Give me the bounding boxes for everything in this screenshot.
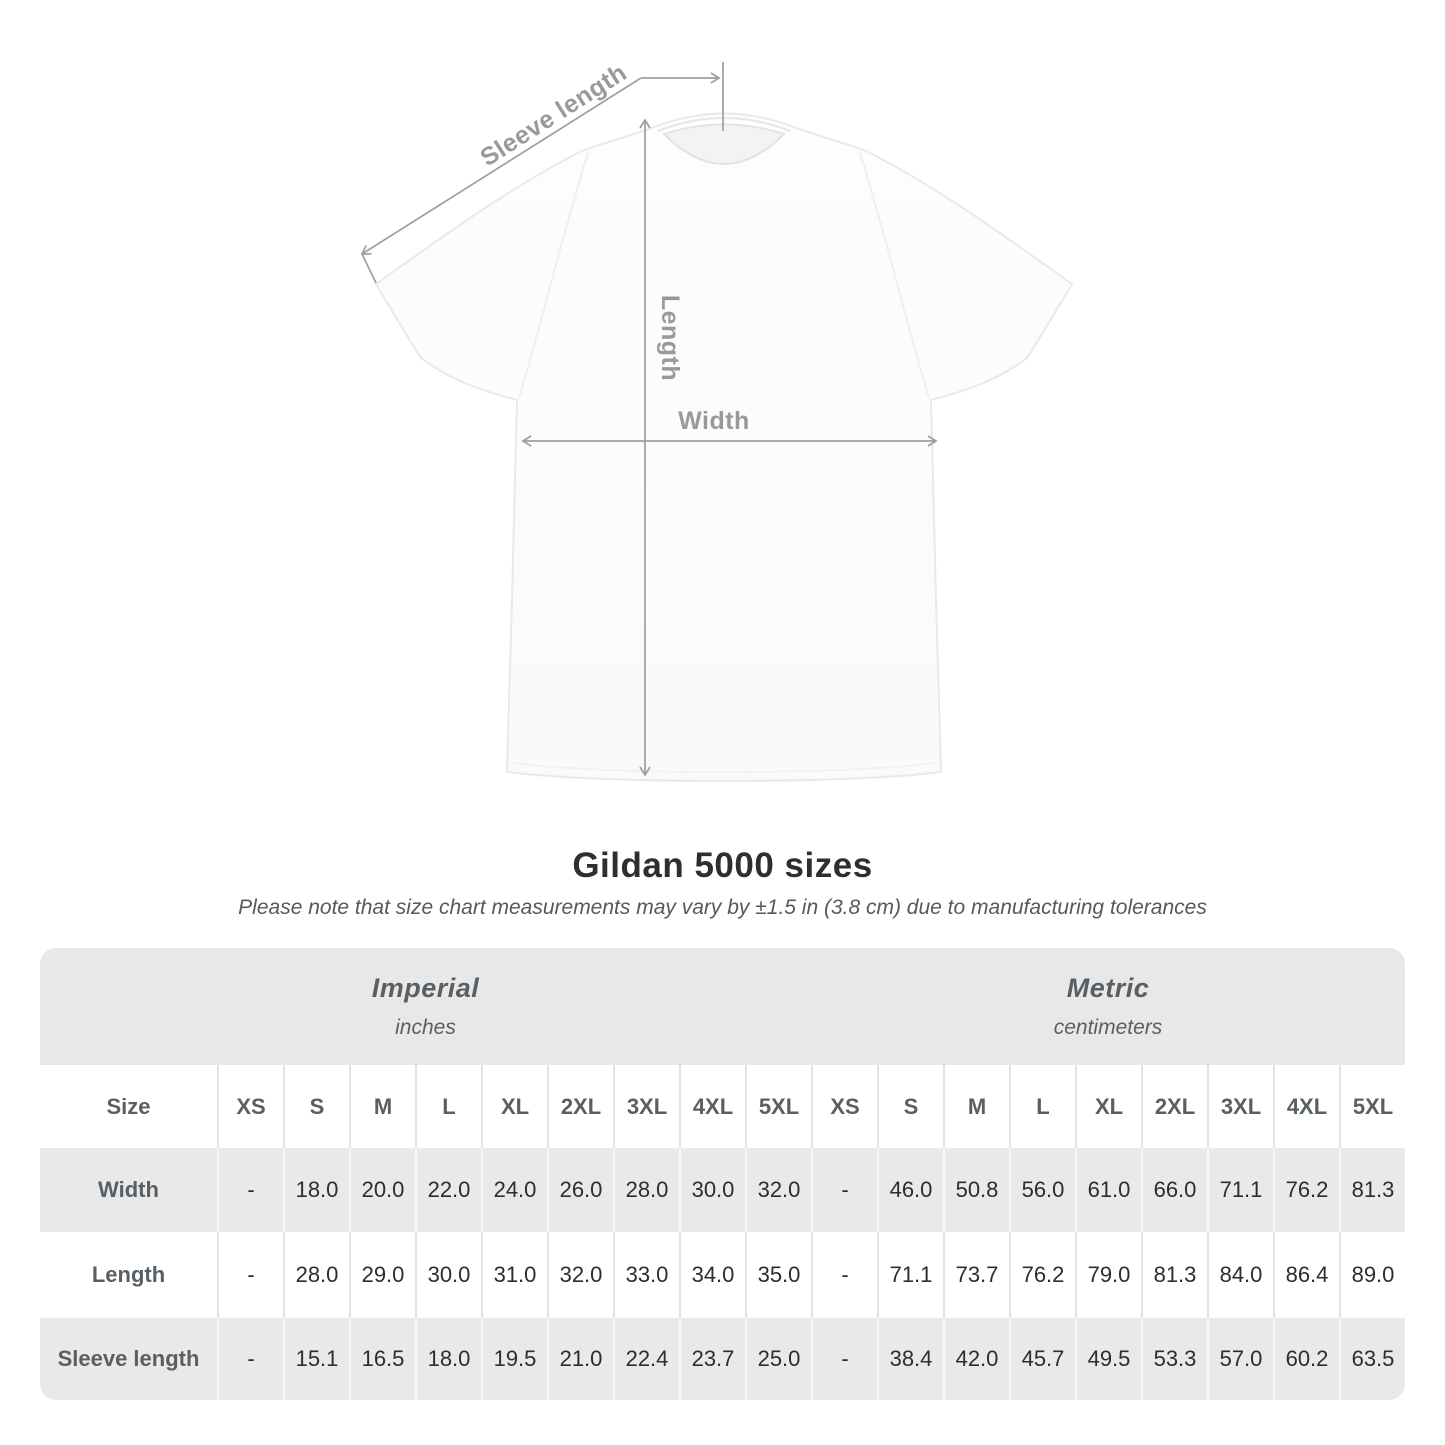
value-cell: 35.0 (745, 1232, 811, 1318)
metric-section-header: Metric centimeters (811, 948, 1405, 1065)
value-cell: 33.0 (613, 1232, 679, 1318)
value-cell: 56.0 (1009, 1148, 1075, 1232)
size-header-cell: Size (40, 1065, 217, 1148)
value-cell: 45.7 (1009, 1318, 1075, 1400)
value-cell: 57.0 (1207, 1318, 1273, 1400)
value-cell: 71.1 (1207, 1148, 1273, 1232)
tolerance-note: Please note that size chart measurements… (238, 896, 1207, 919)
value-cell: 30.0 (415, 1232, 481, 1318)
col-header-cell: M (349, 1065, 415, 1148)
col-header-cell: 4XL (679, 1065, 745, 1148)
sleeve-length-arrow-diagonal (360, 77, 642, 255)
value-cell: 81.3 (1339, 1148, 1405, 1232)
sleeve-length-arrow-overshoot (361, 253, 377, 284)
left-sleeve-seam (518, 152, 589, 399)
inches-label: inches (395, 1016, 456, 1039)
col-header-cell: XS (217, 1065, 283, 1148)
value-cell: 73.7 (943, 1232, 1009, 1318)
length-label: Length (656, 295, 684, 381)
value-cell: 89.0 (1339, 1232, 1405, 1318)
value-cell: - (811, 1148, 877, 1232)
value-cell: 60.2 (1273, 1318, 1339, 1400)
value-cell: 23.7 (679, 1318, 745, 1400)
col-header-cell: 4XL (1273, 1065, 1339, 1148)
metric-label: Metric (1066, 973, 1150, 1003)
value-cell: 15.1 (283, 1318, 349, 1400)
col-header-cell: 5XL (1339, 1065, 1405, 1148)
value-cell: 21.0 (547, 1318, 613, 1400)
value-cell: 26.0 (547, 1148, 613, 1232)
value-cell: 46.0 (877, 1148, 943, 1232)
col-header-cell: M (943, 1065, 1009, 1148)
col-header-cell: S (283, 1065, 349, 1148)
value-cell: 81.3 (1141, 1232, 1207, 1318)
value-cell: 53.3 (1141, 1318, 1207, 1400)
size-table: Imperial inches Metric centimeters Size … (40, 948, 1405, 1400)
value-cell: 19.5 (481, 1318, 547, 1400)
value-cell: 66.0 (1141, 1148, 1207, 1232)
value-cell: 28.0 (283, 1232, 349, 1318)
value-cell: 76.2 (1009, 1232, 1075, 1318)
value-cell: 28.0 (613, 1148, 679, 1232)
value-cell: 71.1 (877, 1232, 943, 1318)
value-cell: 31.0 (481, 1232, 547, 1318)
col-header-cell: S (877, 1065, 943, 1148)
value-cell: 63.5 (1339, 1318, 1405, 1400)
col-header-cell: L (415, 1065, 481, 1148)
col-header-cell: 5XL (745, 1065, 811, 1148)
centimeters-label: centimeters (1053, 1016, 1163, 1039)
value-cell: 79.0 (1075, 1232, 1141, 1318)
value-cell: 18.0 (283, 1148, 349, 1232)
hem-stitch (513, 762, 935, 773)
col-header-cell: XL (481, 1065, 547, 1148)
value-cell: 50.8 (943, 1148, 1009, 1232)
value-cell: 42.0 (943, 1318, 1009, 1400)
value-cell: - (217, 1318, 283, 1400)
value-cell: 84.0 (1207, 1232, 1273, 1318)
neck-opening (662, 123, 786, 165)
right-sleeve-seam (859, 152, 930, 399)
col-header-cell: 2XL (1141, 1065, 1207, 1148)
value-cell: - (811, 1232, 877, 1318)
row-label: Length (40, 1232, 217, 1318)
value-cell: - (811, 1318, 877, 1400)
col-header-cell: 3XL (1207, 1065, 1273, 1148)
col-header-cell: 3XL (613, 1065, 679, 1148)
value-cell: - (217, 1232, 283, 1318)
page-title: Gildan 5000 sizes (572, 846, 873, 885)
col-header-cell: XL (1075, 1065, 1141, 1148)
value-cell: 38.4 (877, 1318, 943, 1400)
value-cell: 25.0 (745, 1318, 811, 1400)
col-header-cell: L (1009, 1065, 1075, 1148)
value-cell: 32.0 (745, 1148, 811, 1232)
value-cell: 49.5 (1075, 1318, 1141, 1400)
value-cell: 16.5 (349, 1318, 415, 1400)
col-header-cell: XS (811, 1065, 877, 1148)
value-cell: 32.0 (547, 1232, 613, 1318)
value-cell: 20.0 (349, 1148, 415, 1232)
value-cell: 18.0 (415, 1318, 481, 1400)
imperial-section-header: Imperial inches (40, 948, 811, 1065)
width-label: Width (678, 407, 750, 435)
value-cell: 24.0 (481, 1148, 547, 1232)
col-header-cell: 2XL (547, 1065, 613, 1148)
value-cell: 22.4 (613, 1318, 679, 1400)
value-cell: 61.0 (1075, 1148, 1141, 1232)
value-cell: 34.0 (679, 1232, 745, 1318)
row-label: Sleeve length (40, 1318, 217, 1400)
value-cell: - (217, 1148, 283, 1232)
tshirt-measurement-diagram: Sleeve length Length Width (360, 58, 1074, 782)
collar-outline (657, 117, 791, 132)
imperial-label: Imperial (371, 973, 480, 1003)
value-cell: 29.0 (349, 1232, 415, 1318)
tshirt-image (374, 112, 1074, 782)
value-cell: 76.2 (1273, 1148, 1339, 1232)
row-label: Width (40, 1148, 217, 1232)
value-cell: 22.0 (415, 1148, 481, 1232)
value-cell: 30.0 (679, 1148, 745, 1232)
value-cell: 86.4 (1273, 1232, 1339, 1318)
